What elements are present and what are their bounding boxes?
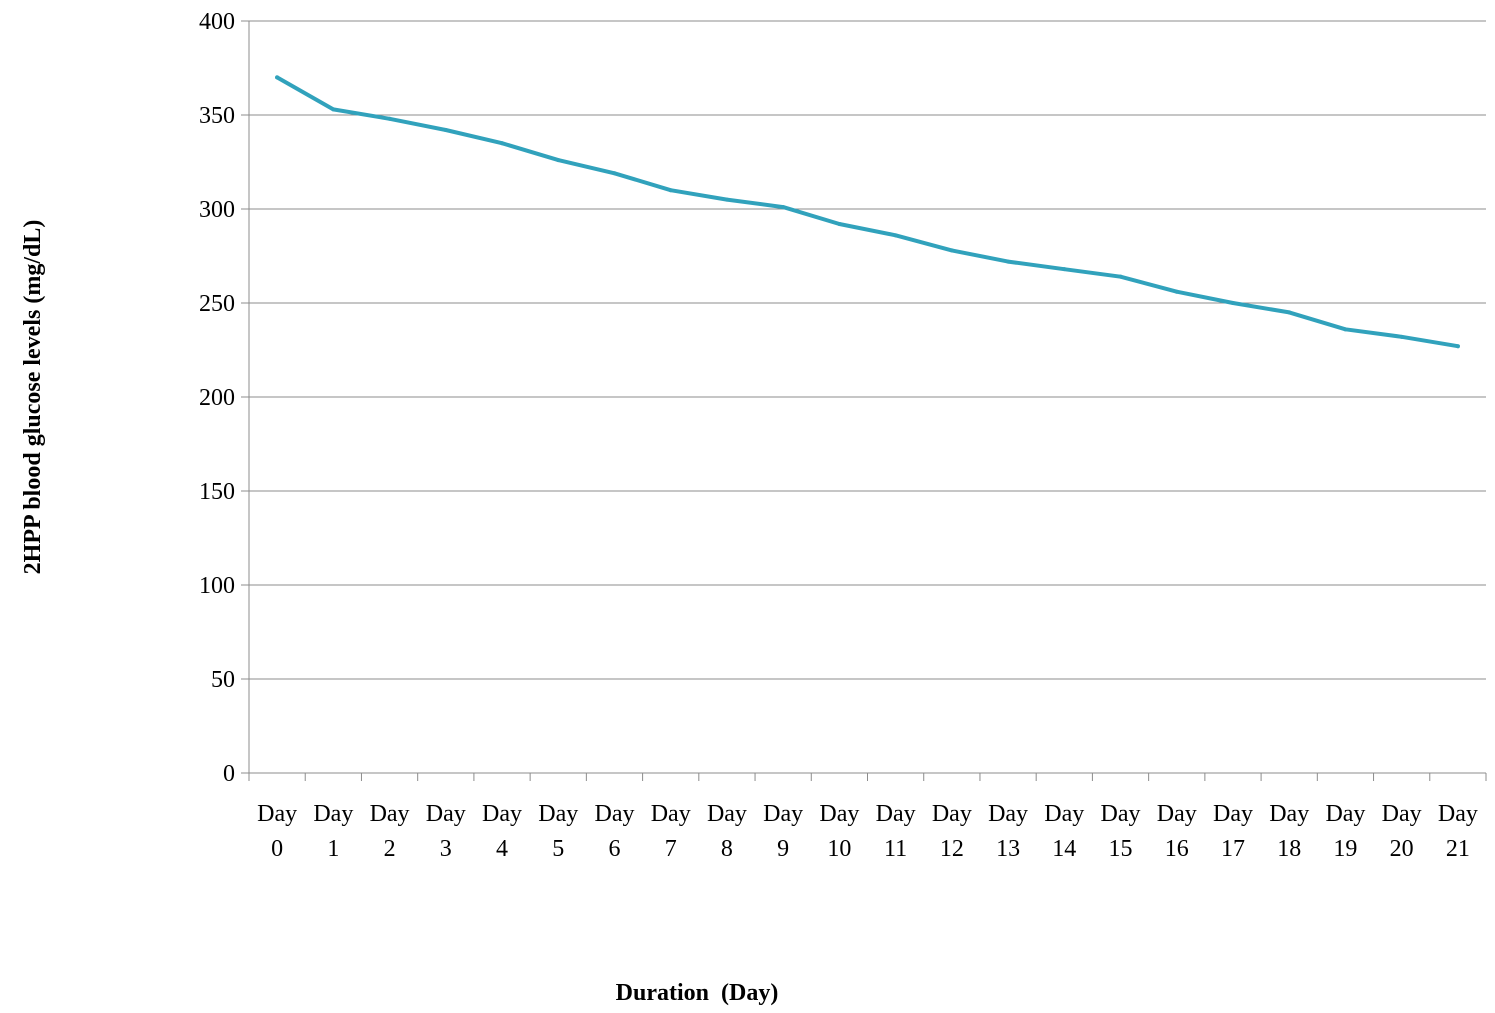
x-tick-label: Day 0	[257, 801, 297, 862]
x-tick-label: Day 7	[651, 801, 691, 862]
x-tick-label: Day 2	[370, 801, 410, 862]
x-axis-title: Duration (Day)	[616, 980, 779, 1006]
y-tick-label: 0	[223, 761, 235, 787]
data-point	[1230, 301, 1235, 305]
y-axis-title: 2HPP blood glucose levels (mg/dL)	[20, 220, 46, 575]
data-point	[275, 75, 280, 80]
x-tick-label: Day 17	[1213, 801, 1253, 862]
y-tick-label: 50	[211, 667, 235, 693]
data-point	[443, 128, 448, 133]
x-tick-label: Day 13	[988, 801, 1028, 862]
series-line	[275, 75, 1460, 349]
y-tick-label: 100	[199, 573, 235, 599]
x-tick-label: Day 15	[1101, 801, 1141, 862]
x-tick-label: Day 11	[876, 801, 916, 862]
x-tick-label: Day 8	[707, 801, 747, 862]
axes	[241, 20, 1487, 781]
data-point	[781, 205, 786, 210]
data-point	[556, 158, 561, 163]
gridlines	[249, 20, 1486, 680]
data-point	[668, 188, 673, 193]
data-point	[1399, 334, 1404, 339]
data-point	[893, 233, 898, 238]
x-tick-label: Day 12	[932, 801, 972, 862]
y-tick-label: 400	[199, 9, 235, 35]
x-tick-label: Day 6	[594, 801, 634, 862]
x-tick-label: Day 4	[482, 801, 522, 862]
x-tick-labels: Day 0 Day 1 Day 2 Day 3 Day 4 Day 5 Day 6 Day 7 Day 8 Day 9…	[257, 801, 1478, 862]
data-point	[612, 171, 617, 176]
x-tick-label: Day 20	[1382, 801, 1422, 862]
data-point	[387, 116, 392, 121]
x-tick-label: Day 1	[313, 801, 353, 862]
y-tick-label: 150	[199, 479, 235, 505]
x-tick-label: Day 14	[1044, 801, 1084, 862]
x-tick-label: Day 18	[1269, 801, 1309, 862]
y-tick-label: 200	[199, 385, 235, 411]
x-tick-label: Day 5	[538, 801, 578, 862]
x-tick-label: Day 9	[763, 801, 803, 862]
data-point	[837, 222, 842, 227]
data-point	[1174, 289, 1179, 294]
x-tick-label: Day 3	[426, 801, 466, 862]
y-tick-label: 300	[199, 197, 235, 223]
data-point	[724, 197, 729, 202]
data-point	[1118, 274, 1123, 279]
data-point	[500, 141, 505, 146]
x-tick-label: Day 21	[1438, 801, 1478, 862]
data-point	[1006, 259, 1011, 264]
x-tick-label: Day 10	[819, 801, 859, 862]
y-tick-labels: 0 50 100 150 200 250 300 350 400	[199, 9, 235, 787]
data-point	[331, 107, 336, 112]
y-tick-label: 250	[199, 291, 235, 317]
data-point	[949, 248, 954, 253]
x-tick-label: Day 19	[1325, 801, 1365, 862]
data-point	[1343, 327, 1348, 332]
data-point	[1062, 267, 1067, 272]
series-group	[275, 75, 1460, 349]
data-point	[1455, 344, 1460, 349]
x-tick-label: Day 16	[1157, 801, 1197, 862]
data-point	[1287, 310, 1292, 315]
y-tick-label: 350	[199, 103, 235, 129]
